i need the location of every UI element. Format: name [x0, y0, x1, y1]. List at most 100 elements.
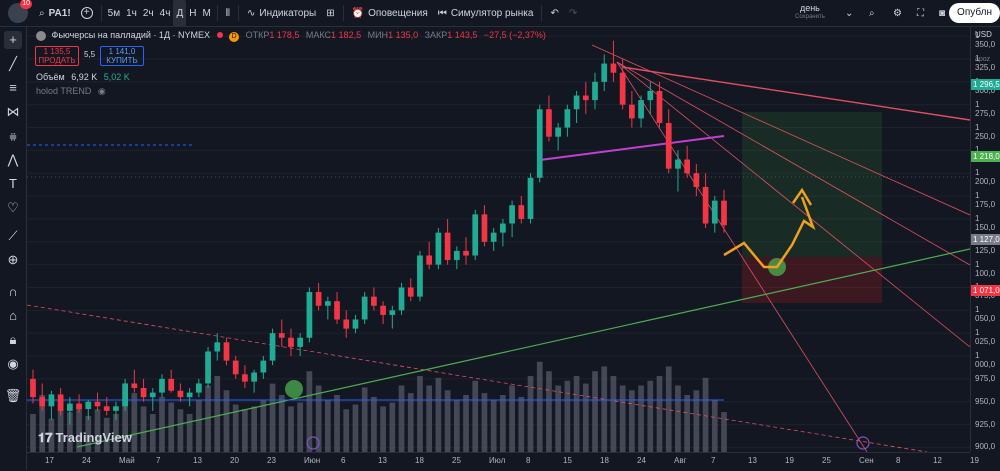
dashed-downtrend[interactable]	[27, 304, 928, 452]
brand-name: TradingView	[55, 430, 132, 445]
candle-body	[702, 186, 709, 224]
replay-label: Симулятор рынка	[450, 7, 534, 19]
publish-button[interactable]: Опублн	[949, 3, 1000, 23]
snapshot-button[interactable]: ◙	[934, 0, 950, 26]
eye-icon[interactable]: ◉	[97, 86, 106, 96]
templates-button[interactable]: ⊞	[321, 0, 339, 26]
trash-icon[interactable]: 🗑︎	[4, 388, 22, 403]
time-axis[interactable]	[27, 452, 970, 471]
user-avatar[interactable]: 10	[8, 0, 32, 23]
green-uptrend[interactable]	[76, 248, 970, 448]
green-marker-left[interactable]	[285, 380, 303, 398]
candle-body	[94, 401, 101, 407]
candle-body	[721, 200, 727, 226]
magnet-icon[interactable]: ∩	[8, 284, 18, 299]
timeframe-2[interactable]: 2ч	[142, 7, 154, 19]
forecast-path[interactable]	[723, 196, 816, 269]
event-marker-1[interactable]	[306, 436, 320, 450]
timeframe-5[interactable]: Н	[189, 7, 197, 19]
compare-button[interactable]: +	[76, 0, 98, 26]
profit-zone[interactable]	[742, 112, 882, 257]
trendline-red-top[interactable]	[621, 66, 970, 121]
quick-search-button[interactable]: ⌕	[864, 0, 880, 26]
timeframe-0[interactable]: 5м	[107, 7, 121, 19]
fan-line-4[interactable]	[591, 44, 970, 216]
volume-bar	[453, 399, 460, 452]
replay-button[interactable]: ⏮ Симулятор рынка	[433, 0, 539, 26]
candle-body	[297, 337, 304, 347]
lock-drawing-icon[interactable]: ⌂	[9, 308, 17, 323]
candle-body	[186, 392, 193, 398]
ruler-icon[interactable]: ⟋	[8, 228, 18, 243]
fan-line-3[interactable]	[616, 61, 970, 266]
palladium-logo-icon	[36, 30, 46, 41]
time-label: 20	[230, 456, 239, 465]
volume-bar	[103, 417, 110, 452]
volume-bar	[278, 395, 285, 452]
volume-bar	[306, 371, 313, 452]
price-label: 1 050,0	[975, 305, 996, 324]
gear-icon: ⚙	[893, 7, 902, 19]
time-label: 18	[600, 456, 609, 465]
alerts-button[interactable]: ⏰ Оповещения	[347, 0, 433, 26]
layout-dropdown-button[interactable]: ⌄	[840, 0, 858, 26]
volume-bar	[601, 366, 608, 452]
crosshair-icon[interactable]: +	[4, 31, 22, 49]
chart-canvas[interactable]	[27, 27, 970, 452]
replay-icon: ⏮	[437, 7, 447, 19]
candle-body	[675, 159, 681, 169]
price-label: 925,0	[975, 419, 996, 429]
timeframe-3[interactable]: 4ч	[159, 7, 171, 19]
fullscreen-button[interactable]: ⛶	[912, 0, 929, 26]
indicators-label: Индикаторы	[259, 7, 317, 19]
zoom-icon[interactable]: ⊕	[7, 252, 19, 267]
candle-body	[435, 232, 442, 265]
price-label: 1 175,0	[975, 191, 996, 210]
settings-button[interactable]: ⚙	[888, 0, 907, 26]
divider	[541, 5, 543, 21]
indicator-legend[interactable]: holod TREND ◉	[36, 86, 106, 97]
price-label: 975,0	[975, 373, 996, 383]
loss-zone[interactable]	[742, 257, 882, 303]
forecast-arrowhead[interactable]	[791, 187, 813, 206]
top-toolbar: 10 ⌕ PA1! + 5м 1ч 2ч 4ч Д Н М ⫴ ∿ Индикаторы ⊞ …	[0, 0, 1000, 27]
volume-bar	[334, 395, 340, 452]
divider	[238, 5, 239, 21]
candle-body	[306, 292, 313, 338]
timeframe-1[interactable]: 1ч	[126, 7, 137, 19]
volume-bar	[269, 383, 276, 452]
horizontal-lines-icon[interactable]: ≡	[9, 80, 17, 95]
symbol-label: PA1!	[48, 7, 71, 19]
eye-icon[interactable]: ◉	[7, 356, 19, 371]
lock-icon[interactable]: 🔒︎	[9, 332, 17, 347]
tv-logo-icon: 𝟏𝟕	[38, 430, 53, 445]
text-icon[interactable]: T	[9, 176, 17, 191]
volume-bar	[490, 399, 497, 452]
fib-icon[interactable]: ⩷	[9, 128, 17, 143]
indicators-button[interactable]: ∿ Индикаторы	[242, 0, 321, 26]
event-marker-2[interactable]	[856, 436, 870, 450]
symbol-search[interactable]: ⌕ PA1!	[34, 0, 76, 26]
volume-bar	[232, 404, 239, 452]
candle-body	[619, 72, 626, 105]
legend-title[interactable]: Фьючерсы на палладий · 1Д · NYMEX	[51, 30, 211, 40]
fan-line-2[interactable]	[616, 61, 970, 348]
currency-label[interactable]: USD	[975, 30, 992, 39]
volume-bar	[656, 376, 663, 452]
heart-icon[interactable]: ♡	[7, 200, 19, 215]
undo-button[interactable]: ↶	[545, 0, 563, 26]
sell-button[interactable]: 1 135,5 ПРОДАТЬ	[35, 46, 79, 66]
chart-type-button[interactable]: ⫴	[221, 0, 235, 26]
layout-selector[interactable]: день Сохранить	[790, 0, 830, 26]
buy-button[interactable]: 1 141,0 КУПИТЬ	[100, 46, 144, 66]
neckline[interactable]	[539, 135, 725, 161]
volume-value-1: 6,92 K	[71, 72, 98, 82]
fan-line-1[interactable]	[616, 61, 868, 452]
candle-body	[380, 305, 386, 315]
timeframe-6[interactable]: М	[202, 7, 211, 19]
pitchfork-icon[interactable]: ⋈	[6, 104, 20, 119]
timeframe-4[interactable]: Д	[173, 0, 187, 26]
trendline-icon[interactable]: ╱	[9, 56, 17, 71]
redo-button[interactable]: ↷	[564, 0, 582, 26]
patterns-icon[interactable]: ⋀	[7, 152, 19, 167]
